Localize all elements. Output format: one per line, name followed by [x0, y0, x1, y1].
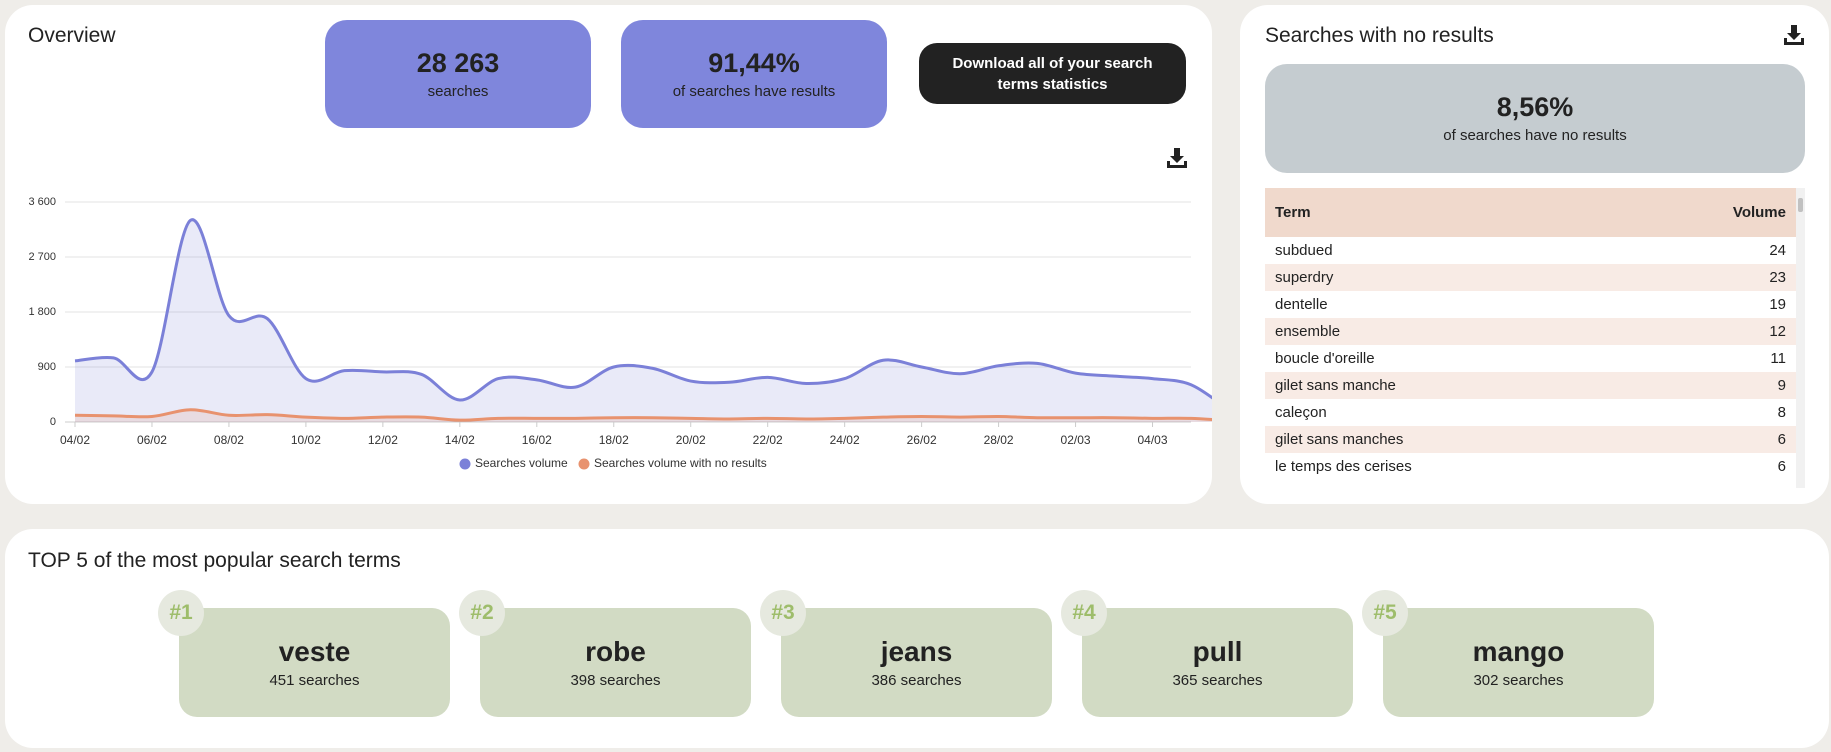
- scroll-thumb[interactable]: [1798, 198, 1803, 212]
- stat-value: 28 263: [416, 48, 500, 78]
- top-term-card: jeans 386 searches: [781, 608, 1052, 717]
- volume-cell: 19: [1769, 296, 1786, 313]
- term-cell: caleçon: [1275, 404, 1327, 421]
- table-row: gilet sans manches 6: [1265, 426, 1796, 453]
- stat-label: of searches have no results: [1443, 127, 1627, 144]
- x-tick-label: 22/02: [753, 433, 783, 447]
- top-rank: #1: [158, 590, 204, 636]
- no-results-title: Searches with no results: [1265, 24, 1494, 47]
- table-row: superdry 23: [1265, 264, 1796, 291]
- x-tick-label: 14/02: [445, 433, 475, 447]
- top-count: 365 searches: [1172, 672, 1263, 689]
- series-line: [74, 218, 1212, 402]
- x-tick-label: 08/02: [214, 433, 244, 447]
- term-cell: boucle d'oreille: [1275, 350, 1375, 367]
- y-tick-label: 0: [50, 416, 56, 428]
- top-term: pull: [1192, 636, 1243, 667]
- term-cell: le temps des cerises: [1275, 458, 1412, 475]
- stat-box: 8,56% of searches have no results: [1265, 64, 1805, 173]
- top-term: veste: [278, 636, 351, 667]
- download-icon[interactable]: [1783, 24, 1805, 46]
- volume-cell: 24: [1769, 242, 1786, 259]
- stat-value: 91,44%: [708, 48, 800, 78]
- volume-cell: 6: [1777, 458, 1786, 475]
- x-tick-label: 06/02: [137, 433, 167, 447]
- x-tick-label: 18/02: [599, 433, 629, 447]
- top-term-card: robe 398 searches: [480, 608, 751, 717]
- table-row: ensemble 12: [1265, 318, 1796, 345]
- table-row: gilet sans manche 9: [1265, 372, 1796, 399]
- legend-label: Searches volume with no results: [594, 456, 767, 470]
- table-row: subdued 24: [1265, 237, 1796, 264]
- overview-title: Overview: [28, 24, 116, 47]
- top-rank: #3: [760, 590, 806, 636]
- top5-title: TOP 5 of the most popular search terms: [28, 549, 401, 572]
- stat-value: 8,56%: [1496, 92, 1574, 122]
- series-line: [74, 408, 1212, 422]
- x-tick-label: 20/02: [676, 433, 706, 447]
- volume-cell: 11: [1770, 350, 1786, 367]
- stat-label: of searches have results: [672, 83, 836, 100]
- table-row: caleçon 8: [1265, 399, 1796, 426]
- term-cell: gilet sans manche: [1275, 377, 1396, 394]
- legend-label: Searches volume: [475, 456, 568, 470]
- stat-label: searches: [427, 83, 489, 100]
- legend-marker: [578, 458, 590, 470]
- header-cell: Volume: [1732, 204, 1786, 221]
- x-tick-label: 02/03: [1061, 433, 1091, 447]
- y-tick-label: 900: [38, 361, 56, 373]
- no-results-table: Term Volume subdued 24 superdry 23 dentelle 1…: [1265, 188, 1805, 488]
- volume-cell: 9: [1777, 377, 1786, 394]
- top-rank: #4: [1061, 590, 1107, 636]
- top-term: jeans: [880, 636, 953, 667]
- top-count: 451 searches: [269, 672, 360, 689]
- volume-cell: 12: [1769, 323, 1786, 340]
- top-term-card: veste 451 searches: [179, 608, 450, 717]
- top-rank: #5: [1362, 590, 1408, 636]
- top-count: 302 searches: [1473, 672, 1564, 689]
- x-tick-label: 04/02: [60, 433, 90, 447]
- y-tick-label: 1 800: [28, 306, 56, 318]
- term-cell: superdry: [1275, 269, 1334, 286]
- table-row: dentelle 19: [1265, 291, 1796, 318]
- x-tick-label: 28/02: [984, 433, 1014, 447]
- top-count: 398 searches: [570, 672, 661, 689]
- term-cell: dentelle: [1275, 296, 1328, 313]
- stat-box: 91,44% of searches have results: [621, 20, 887, 128]
- x-tick-label: 12/02: [368, 433, 398, 447]
- chart: 0 900 1 800 2 700 3 600 04/02 06/02 08/02 10/02 1…: [28, 196, 1212, 470]
- term-cell: subdued: [1275, 242, 1333, 259]
- table-row: le temps des cerises 6: [1265, 453, 1796, 480]
- x-tick-label: 24/02: [830, 433, 860, 447]
- volume-cell: 8: [1777, 404, 1786, 421]
- legend-marker: [459, 458, 471, 470]
- top-term-card: pull 365 searches: [1082, 608, 1353, 717]
- x-tick-label: 26/02: [907, 433, 937, 447]
- volume-cell: 6: [1777, 431, 1786, 448]
- volume-cell: 23: [1769, 269, 1786, 286]
- stat-box: 28 263 searches: [325, 20, 591, 128]
- term-cell: ensemble: [1275, 323, 1341, 340]
- download-button[interactable]: Download all of your search terms statis…: [919, 43, 1186, 104]
- x-tick-label: 16/02: [522, 433, 552, 447]
- x-tick-label: 04/03: [1138, 433, 1168, 447]
- top-term: mango: [1472, 636, 1565, 667]
- y-tick-label: 3 600: [28, 196, 56, 208]
- top-rank: #2: [459, 590, 505, 636]
- download-button-label[interactable]: Download all of your search terms statis…: [952, 54, 1153, 93]
- top-term: robe: [585, 636, 646, 667]
- scrollbar[interactable]: [1796, 188, 1805, 488]
- header-cell: Term: [1275, 204, 1311, 221]
- download-icon[interactable]: [1166, 147, 1188, 169]
- top-count: 386 searches: [871, 672, 962, 689]
- y-tick-label: 2 700: [28, 251, 56, 263]
- x-tick-label: 10/02: [291, 433, 321, 447]
- table-header: Term Volume: [1265, 188, 1796, 237]
- table-row: boucle d'oreille 11: [1265, 345, 1796, 372]
- term-cell: gilet sans manches: [1275, 431, 1404, 448]
- top-term-card: mango 302 searches: [1383, 608, 1654, 717]
